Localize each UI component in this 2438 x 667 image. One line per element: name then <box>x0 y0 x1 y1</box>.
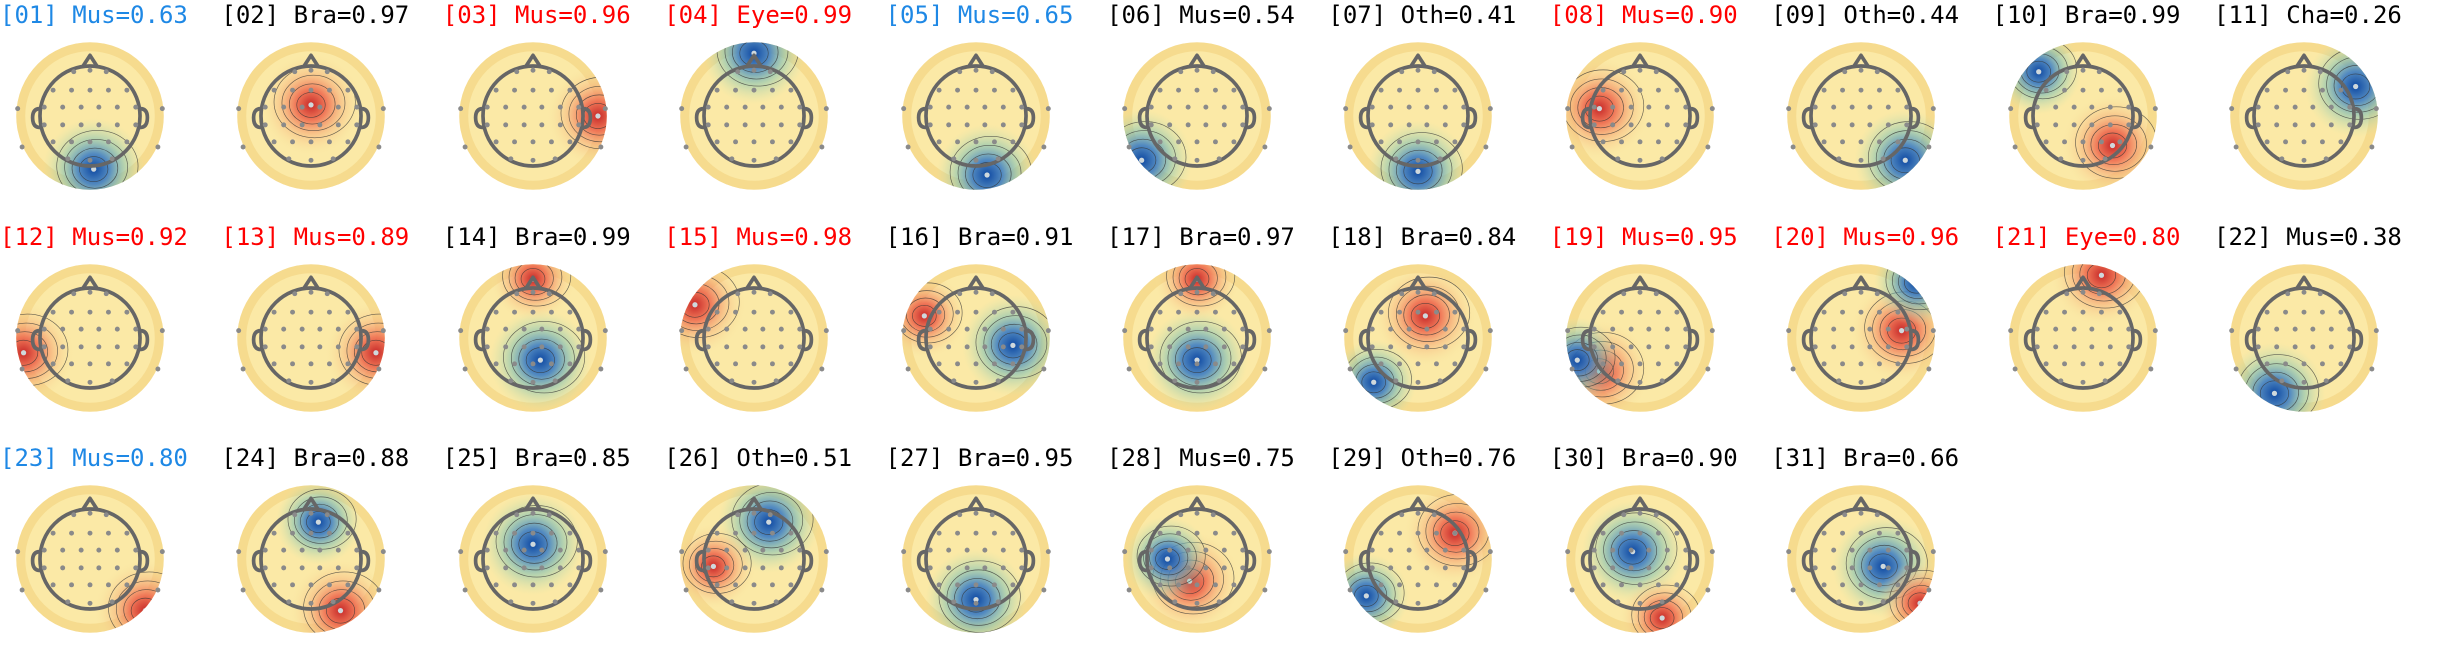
component-title: [14] Bra=0.99 <box>443 222 631 252</box>
topomap <box>1336 256 1500 420</box>
component-title: [06] Mus=0.54 <box>1107 0 1295 30</box>
component-title: [20] Mus=0.96 <box>1771 222 1959 252</box>
component-title: [10] Bra=0.99 <box>1993 0 2181 30</box>
topomap <box>1779 34 1943 198</box>
topomap <box>672 34 836 198</box>
topomap <box>451 34 615 198</box>
topomap <box>8 256 172 420</box>
component-title: [27] Bra=0.95 <box>886 443 1074 473</box>
topomap <box>2001 34 2165 198</box>
topomap <box>894 256 1058 420</box>
component-title: [08] Mus=0.90 <box>1550 0 1738 30</box>
topomap <box>2222 34 2386 198</box>
component-cell: [26] Oth=0.51 <box>664 443 879 648</box>
component-title: [01] Mus=0.63 <box>0 0 188 30</box>
topomap <box>451 477 615 641</box>
topomap <box>1115 34 1279 198</box>
topomap <box>1558 256 1722 420</box>
component-title: [02] Bra=0.97 <box>221 0 409 30</box>
component-cell: [13] Mus=0.89 <box>221 222 436 427</box>
topomap <box>8 477 172 641</box>
component-cell: [01] Mus=0.63 <box>0 0 215 205</box>
component-title: [30] Bra=0.90 <box>1550 443 1738 473</box>
topomap <box>894 477 1058 641</box>
component-title: [21] Eye=0.80 <box>1993 222 2181 252</box>
topomap <box>2222 256 2386 420</box>
component-cell: [15] Mus=0.98 <box>664 222 879 427</box>
component-title: [24] Bra=0.88 <box>221 443 409 473</box>
component-title: [11] Cha=0.26 <box>2214 0 2402 30</box>
component-title: [22] Mus=0.38 <box>2214 222 2402 252</box>
component-cell: [16] Bra=0.91 <box>886 222 1101 427</box>
component-cell: [06] Mus=0.54 <box>1107 0 1322 205</box>
component-cell: [03] Mus=0.96 <box>443 0 658 205</box>
component-title: [23] Mus=0.80 <box>0 443 188 473</box>
topomap <box>2001 256 2165 420</box>
component-cell: [17] Bra=0.97 <box>1107 222 1322 427</box>
topomap <box>229 477 393 641</box>
component-title: [07] Oth=0.41 <box>1328 0 1516 30</box>
component-cell: [04] Eye=0.99 <box>664 0 879 205</box>
component-cell: [23] Mus=0.80 <box>0 443 215 648</box>
component-title: [25] Bra=0.85 <box>443 443 631 473</box>
component-cell: [31] Bra=0.66 <box>1771 443 1986 648</box>
component-title: [29] Oth=0.76 <box>1328 443 1516 473</box>
component-title: [12] Mus=0.92 <box>0 222 188 252</box>
component-cell: [11] Cha=0.26 <box>2214 0 2429 205</box>
component-cell: [21] Eye=0.80 <box>1993 222 2208 427</box>
topomap <box>672 256 836 420</box>
component-cell: [08] Mus=0.90 <box>1550 0 1765 205</box>
topomap <box>894 34 1058 198</box>
topomap <box>1115 477 1279 641</box>
topomap <box>1779 256 1943 420</box>
component-cell: [18] Bra=0.84 <box>1328 222 1543 427</box>
component-cell: [12] Mus=0.92 <box>0 222 215 427</box>
component-cell: [10] Bra=0.99 <box>1993 0 2208 205</box>
component-cell: [19] Mus=0.95 <box>1550 222 1765 427</box>
topomap <box>672 477 836 641</box>
component-title: [31] Bra=0.66 <box>1771 443 1959 473</box>
component-cell: [22] Mus=0.38 <box>2214 222 2429 427</box>
component-title: [15] Mus=0.98 <box>664 222 852 252</box>
component-cell: [29] Oth=0.76 <box>1328 443 1543 648</box>
component-title: [18] Bra=0.84 <box>1328 222 1516 252</box>
component-cell: [28] Mus=0.75 <box>1107 443 1322 648</box>
component-cell: [27] Bra=0.95 <box>886 443 1101 648</box>
component-title: [26] Oth=0.51 <box>664 443 852 473</box>
component-cell: [05] Mus=0.65 <box>886 0 1101 205</box>
topomap <box>1115 256 1279 420</box>
component-title: [19] Mus=0.95 <box>1550 222 1738 252</box>
component-title: [13] Mus=0.89 <box>221 222 409 252</box>
component-title: [04] Eye=0.99 <box>664 0 852 30</box>
component-cell: [07] Oth=0.41 <box>1328 0 1543 205</box>
component-cell: [14] Bra=0.99 <box>443 222 658 427</box>
component-cell: [25] Bra=0.85 <box>443 443 658 648</box>
component-cell: [30] Bra=0.90 <box>1550 443 1765 648</box>
component-cell: [02] Bra=0.97 <box>221 0 436 205</box>
topomap <box>8 34 172 198</box>
topomap <box>1558 34 1722 198</box>
topomap <box>1336 477 1500 641</box>
component-cell: [24] Bra=0.88 <box>221 443 436 648</box>
topomap <box>229 34 393 198</box>
component-cell: [09] Oth=0.44 <box>1771 0 1986 205</box>
topomap <box>1336 34 1500 198</box>
topomap <box>1558 477 1722 641</box>
component-cell: [20] Mus=0.96 <box>1771 222 1986 427</box>
component-title: [09] Oth=0.44 <box>1771 0 1959 30</box>
component-title: [16] Bra=0.91 <box>886 222 1074 252</box>
component-title: [17] Bra=0.97 <box>1107 222 1295 252</box>
topomap-grid: [01] Mus=0.63 [02] Bra=0.97 [03] Mus=0.96 [… <box>0 0 2438 667</box>
component-title: [05] Mus=0.65 <box>886 0 1074 30</box>
topomap <box>229 256 393 420</box>
component-title: [28] Mus=0.75 <box>1107 443 1295 473</box>
component-title: [03] Mus=0.96 <box>443 0 631 30</box>
topomap <box>1779 477 1943 641</box>
topomap <box>451 256 615 420</box>
